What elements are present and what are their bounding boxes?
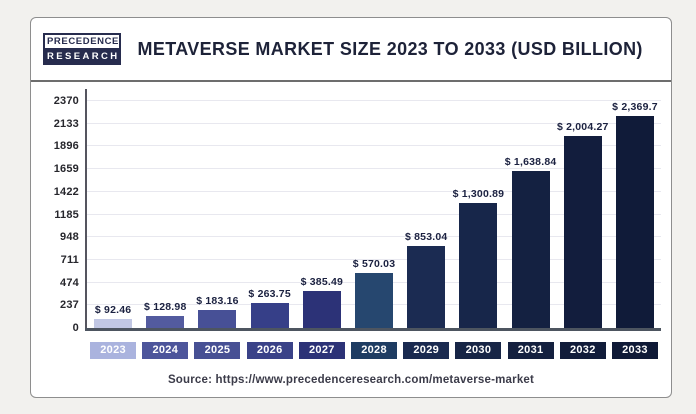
bar-value-label-2026: $ 263.75 xyxy=(248,287,291,300)
gridline xyxy=(87,145,661,147)
chart-title: METAVERSE MARKET SIZE 2023 TO 2033 (USD … xyxy=(137,38,643,59)
year-badge-2031: 2031 xyxy=(507,342,554,359)
plot-area: $ 92.46 $ 128.98 $ 183.16 $ 263.75 $ 385.49 $… xyxy=(85,89,661,331)
gridline xyxy=(87,213,661,215)
source-text: Source: https://www.precedenceresearch.c… xyxy=(167,374,535,386)
year-badge-slot: 2024 xyxy=(139,342,191,359)
bar-slot-2031: $ 1,638.84 xyxy=(505,101,557,328)
bar-2028 xyxy=(355,273,394,328)
gridline xyxy=(87,258,661,260)
bar-slot-2024: $ 128.98 xyxy=(139,101,191,328)
year-badge-slot: 2023 xyxy=(87,342,139,359)
y-tick-label: 0 xyxy=(72,322,79,334)
bar-2032 xyxy=(563,136,602,328)
year-badge-2028: 2028 xyxy=(351,342,398,359)
bar-2031 xyxy=(511,171,550,328)
y-axis-line xyxy=(85,89,87,331)
year-badge-2027: 2027 xyxy=(298,342,345,359)
y-tick-label: 2370 xyxy=(53,95,79,107)
gridline xyxy=(87,168,661,170)
y-tick-label: 711 xyxy=(60,253,79,266)
year-badge-slot: 2026 xyxy=(244,342,296,359)
y-tick-label: 1659 xyxy=(53,163,79,176)
year-badge-slot: 2029 xyxy=(400,342,452,359)
bar-2025 xyxy=(198,310,237,328)
bar-slot-2023: $ 92.46 xyxy=(87,101,139,328)
bar-2024 xyxy=(146,315,185,328)
bar-slot-2025: $ 183.16 xyxy=(191,101,243,328)
gridline xyxy=(87,100,661,101)
year-badge-2024: 2024 xyxy=(142,342,189,359)
bar-value-label-2030: $ 1,300.89 xyxy=(452,188,505,201)
bar-slot-2033: $ 2,369.7 xyxy=(609,101,661,328)
bar-2033 xyxy=(615,116,654,328)
y-tick-label: 948 xyxy=(60,231,79,244)
header: PRECEDENCE RESEARCH METAVERSE MARKET SIZ… xyxy=(31,18,671,80)
y-tick-label: 1422 xyxy=(53,185,79,198)
x-axis-year-labels: 2023 2024 2025 2026 2027 2028 2029 2030 2031 2032… xyxy=(87,342,661,359)
header-divider xyxy=(31,80,671,82)
year-badge-2033: 2033 xyxy=(611,342,658,359)
x-axis-line xyxy=(85,328,661,331)
year-badge-2023: 2023 xyxy=(90,342,137,359)
logo-line2: RESEARCH xyxy=(43,50,121,65)
year-badge-slot: 2027 xyxy=(296,342,348,359)
bar-value-label-2028: $ 570.03 xyxy=(352,258,396,271)
bar-value-label-2027: $ 385.49 xyxy=(300,276,344,289)
y-tick-label: 2133 xyxy=(53,117,79,130)
bar-value-label-2025: $ 183.16 xyxy=(196,295,239,308)
y-tick-label: 1896 xyxy=(53,140,79,153)
bar-slot-2029: $ 853.04 xyxy=(400,101,452,328)
bar-slot-2027: $ 385.49 xyxy=(296,101,348,328)
bar-value-label-2031: $ 1,638.84 xyxy=(504,156,557,169)
bar-2026 xyxy=(250,302,289,328)
bar-slot-2030: $ 1,300.89 xyxy=(452,101,504,328)
bar-value-label-2029: $ 853.04 xyxy=(404,231,448,244)
y-tick-label: 1185 xyxy=(54,208,79,221)
year-badge-slot: 2032 xyxy=(557,342,609,359)
year-badge-2026: 2026 xyxy=(246,342,293,359)
bar-slot-2032: $ 2,004.27 xyxy=(557,101,609,328)
gridline xyxy=(87,122,661,124)
year-badge-2025: 2025 xyxy=(194,342,241,359)
year-badge-slot: 2033 xyxy=(609,342,661,359)
bar-slot-2028: $ 570.03 xyxy=(348,101,400,328)
year-badge-2030: 2030 xyxy=(455,342,502,359)
precedence-research-logo: PRECEDENCE RESEARCH xyxy=(43,33,121,65)
bars-container: $ 92.46 $ 128.98 $ 183.16 $ 263.75 $ 385.49 $… xyxy=(87,101,661,328)
year-badge-slot: 2030 xyxy=(452,342,504,359)
bar-2027 xyxy=(302,291,341,328)
bar-value-label-2023: $ 92.46 xyxy=(94,304,132,317)
chart-card: PRECEDENCE RESEARCH METAVERSE MARKET SIZ… xyxy=(30,17,672,398)
logo-line1: PRECEDENCE xyxy=(43,33,121,50)
bar-value-label-2032: $ 2,004.27 xyxy=(556,121,609,134)
bar-2030 xyxy=(459,203,498,328)
bar-slot-2026: $ 263.75 xyxy=(244,101,296,328)
y-tick-label: 237 xyxy=(60,299,79,312)
bar-value-label-2024: $ 128.98 xyxy=(144,300,187,313)
bar-2023 xyxy=(94,319,133,328)
year-badge-slot: 2025 xyxy=(191,342,243,359)
y-axis-tick-labels: 0 237 474 711 948 1185 1422 1659 1896 2133 2370 xyxy=(31,95,79,334)
year-badge-2029: 2029 xyxy=(403,342,450,359)
gridline xyxy=(87,236,661,238)
year-badge-slot: 2031 xyxy=(505,342,557,359)
year-badge-2032: 2032 xyxy=(559,342,606,359)
bar-value-label-2033: $ 2,369.7 xyxy=(612,101,658,113)
gridline xyxy=(87,190,661,192)
year-badge-slot: 2028 xyxy=(348,342,400,359)
y-tick-label: 474 xyxy=(60,276,79,289)
bar-2029 xyxy=(407,246,446,328)
